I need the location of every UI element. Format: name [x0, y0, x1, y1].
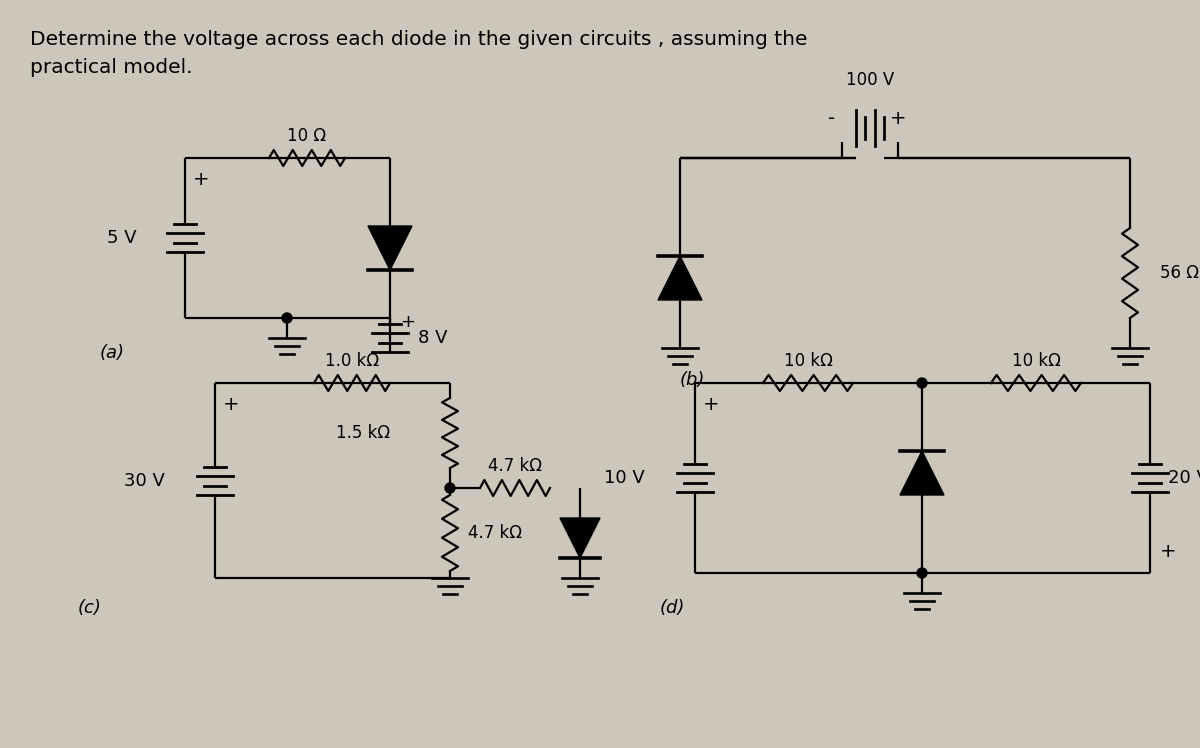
Text: (c): (c)	[78, 599, 102, 617]
Text: 10 V: 10 V	[605, 469, 646, 487]
Circle shape	[917, 568, 928, 578]
Polygon shape	[658, 256, 702, 300]
Text: 5 V: 5 V	[107, 229, 137, 247]
Text: 10 kΩ: 10 kΩ	[784, 352, 833, 370]
Text: practical model.: practical model.	[30, 58, 192, 77]
Text: 56 Ω: 56 Ω	[1160, 264, 1199, 282]
Text: +: +	[400, 313, 415, 331]
Text: 10 kΩ: 10 kΩ	[1012, 352, 1061, 370]
Polygon shape	[560, 518, 600, 558]
Text: 30 V: 30 V	[124, 472, 166, 490]
Text: 4.7 kΩ: 4.7 kΩ	[468, 524, 522, 542]
Text: +: +	[193, 170, 210, 189]
Text: 20 V: 20 V	[1168, 469, 1200, 487]
Text: +: +	[889, 108, 906, 127]
Circle shape	[282, 313, 292, 323]
Text: 1.5 kΩ: 1.5 kΩ	[336, 424, 390, 442]
Text: Determine the voltage across each diode in the given circuits , assuming the: Determine the voltage across each diode …	[30, 30, 808, 49]
Text: +: +	[223, 395, 240, 414]
Text: 4.7 kΩ: 4.7 kΩ	[488, 457, 542, 475]
Text: +: +	[1160, 542, 1176, 561]
Text: 8 V: 8 V	[418, 329, 448, 347]
Text: 10 Ω: 10 Ω	[288, 127, 326, 145]
Circle shape	[445, 483, 455, 493]
Text: -: -	[828, 108, 835, 127]
Text: 1.0 kΩ: 1.0 kΩ	[325, 352, 379, 370]
Text: (d): (d)	[660, 599, 685, 617]
Text: (b): (b)	[680, 371, 706, 389]
Text: +: +	[703, 395, 720, 414]
Text: (a): (a)	[100, 344, 125, 362]
Polygon shape	[900, 451, 944, 495]
Circle shape	[917, 378, 928, 388]
Polygon shape	[368, 226, 412, 270]
Text: 100 V: 100 V	[846, 71, 894, 89]
